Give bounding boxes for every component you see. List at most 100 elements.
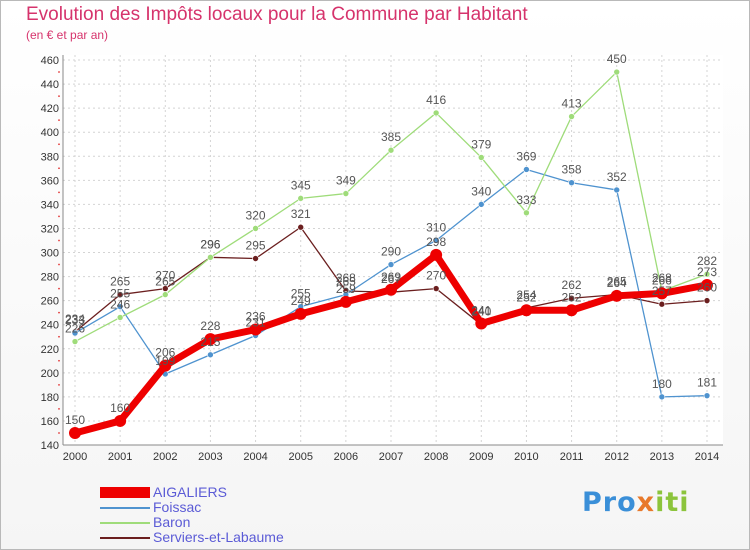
data-point (342, 190, 350, 197)
data-point (703, 297, 711, 304)
data-point (432, 109, 440, 117)
x-tick-label: 2001 (108, 451, 132, 463)
y-tick-label: 320 (41, 223, 59, 235)
legend-label: Foissac (153, 499, 202, 515)
x-tick-label: 2002 (153, 451, 177, 463)
data-label: 413 (562, 97, 582, 111)
data-point (655, 287, 668, 300)
data-label: 181 (697, 376, 717, 390)
data-label: 240 (471, 305, 491, 319)
axis-marker-dot (58, 143, 60, 146)
data-point (477, 154, 485, 161)
data-label: 180 (652, 377, 672, 391)
axis-marker-dot (58, 311, 60, 314)
chart-subtitle: (en € et par an) (26, 28, 109, 42)
legend-swatch (100, 536, 150, 539)
data-label: 265 (155, 275, 175, 289)
data-label: 236 (246, 310, 266, 324)
data-label: 298 (426, 235, 446, 249)
data-point (477, 201, 485, 208)
data-point (658, 300, 666, 308)
x-tick-label: 2010 (514, 451, 538, 463)
axis-marker-dot (58, 215, 60, 218)
data-label: 206 (155, 346, 175, 360)
data-label: 340 (471, 184, 491, 198)
proxiti-logo: Proxiti (582, 487, 690, 518)
data-label: 416 (426, 93, 446, 107)
data-point (339, 295, 352, 308)
x-tick-label: 2000 (63, 451, 87, 463)
data-label: 358 (562, 163, 582, 177)
legend-item: Serviers-et-Labaume (100, 530, 284, 545)
axis-marker-dot (58, 408, 60, 410)
legend-label: Serviers-et-Labaume (153, 529, 284, 545)
legend-swatch (100, 506, 150, 509)
data-label: 259 (336, 282, 356, 296)
data-label: 246 (110, 297, 130, 311)
axis-marker-dot (58, 71, 60, 73)
data-label: 255 (291, 287, 311, 301)
data-point (387, 261, 395, 268)
data-label: 249 (291, 294, 311, 308)
data-label: 233 (65, 313, 85, 327)
data-label: 257 (652, 284, 672, 298)
x-tick-label: 2014 (695, 451, 719, 463)
data-label: 241 (471, 303, 491, 317)
y-tick-label: 260 (41, 296, 59, 308)
y-tick-label: 360 (41, 175, 59, 187)
data-label: 267 (381, 272, 401, 286)
data-point (294, 307, 307, 320)
data-label: 160 (110, 401, 130, 415)
data-point (568, 294, 575, 302)
y-tick-label: 300 (41, 248, 59, 260)
data-point (204, 333, 217, 346)
y-tick-label: 160 (41, 416, 59, 428)
plot-area (63, 55, 723, 445)
data-point (523, 209, 530, 217)
data-point (701, 278, 713, 291)
legend-item: AIGALIERS (100, 485, 284, 500)
chart-legend: AIGALIERS Foissac Baron Serviers-et-Labaume (100, 485, 284, 545)
axis-marker-dot (58, 191, 60, 194)
data-label: 269 (381, 270, 401, 284)
data-label: 333 (516, 193, 536, 207)
axis-marker-dot (58, 263, 60, 266)
data-label: 270 (426, 269, 446, 283)
data-point (565, 304, 578, 317)
data-label: 265 (110, 275, 130, 289)
data-label: 296 (200, 237, 220, 251)
data-point (297, 223, 305, 231)
chart-title: Evolution des Impôts locaux pour la Comm… (26, 4, 528, 25)
data-point (658, 393, 666, 401)
axis-marker-dot (58, 119, 60, 122)
data-label: 273 (697, 265, 717, 279)
axis-marker-dot (58, 359, 60, 362)
legend-label: AIGALIERS (153, 484, 227, 500)
y-tick-label: 180 (41, 392, 59, 404)
y-tick-label: 380 (41, 151, 59, 163)
data-point (249, 323, 262, 336)
y-tick-label: 240 (41, 320, 59, 332)
data-label: 234 (65, 312, 85, 326)
legend-item: Baron (100, 515, 284, 530)
data-label: 226 (65, 322, 85, 336)
data-label: 255 (110, 287, 130, 301)
x-tick-label: 2011 (560, 451, 584, 463)
data-point (297, 195, 305, 202)
y-tick-label: 220 (41, 344, 59, 356)
data-point (613, 186, 621, 194)
y-tick-label: 400 (41, 127, 59, 139)
data-point (432, 237, 440, 244)
data-label: 385 (381, 130, 401, 144)
x-tick-label: 2009 (469, 451, 493, 463)
data-label: 290 (381, 245, 401, 259)
data-label: 321 (291, 207, 311, 221)
legend-swatch (100, 521, 150, 524)
data-point (387, 146, 395, 154)
y-tick-label: 420 (41, 103, 59, 115)
data-point (116, 291, 124, 298)
data-point (69, 426, 81, 439)
data-label: 265 (607, 275, 627, 289)
data-label: 252 (562, 290, 582, 304)
data-label: 379 (471, 137, 491, 151)
